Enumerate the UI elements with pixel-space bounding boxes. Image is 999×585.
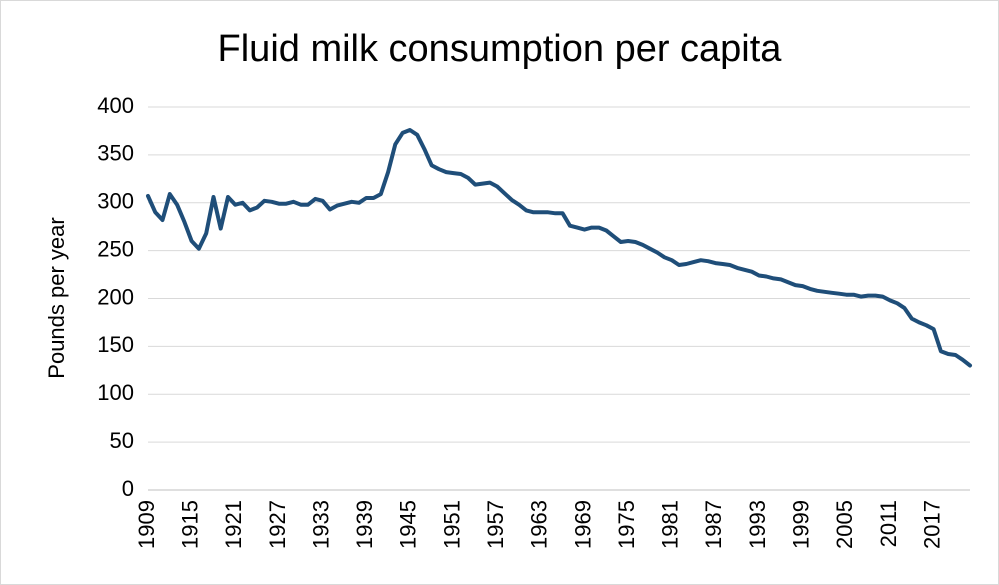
x-tick-label: 1939 xyxy=(352,500,377,549)
x-tick-label: 1921 xyxy=(221,500,246,549)
x-tick-label: 2005 xyxy=(832,500,857,549)
x-tick-label: 1987 xyxy=(701,500,726,549)
x-tick-label: 1993 xyxy=(745,500,770,549)
y-tick-label: 200 xyxy=(97,284,134,309)
y-tick-label: 0 xyxy=(122,476,134,501)
x-tick-label: 1951 xyxy=(439,500,464,549)
y-tick-label: 150 xyxy=(97,332,134,357)
y-tick-label: 250 xyxy=(97,236,134,261)
y-tick-label: 100 xyxy=(97,380,134,405)
y-tick-label: 400 xyxy=(97,93,134,118)
x-tick-label: 1981 xyxy=(658,500,683,549)
y-tick-label: 300 xyxy=(97,189,134,214)
x-tick-label: 1933 xyxy=(308,500,333,549)
series-line-0 xyxy=(146,128,972,368)
x-tick-label: 1945 xyxy=(396,500,421,549)
x-tick-label: 2017 xyxy=(919,500,944,549)
y-tick-label: 50 xyxy=(110,428,134,453)
gridlines xyxy=(148,106,970,491)
x-tick-label: 1969 xyxy=(570,500,595,549)
x-tick-labels: 1909 1915 1921 1927 1933 1939 1945 1951 1957 1963… xyxy=(134,500,945,549)
x-tick-label: 2011 xyxy=(876,500,901,547)
x-tick-label: 1957 xyxy=(483,500,508,549)
x-tick-label: 1975 xyxy=(614,500,639,549)
x-tick-label: 1999 xyxy=(789,500,814,549)
y-axis-label: Pounds per year xyxy=(44,217,69,378)
chart-title: Fluid milk consumption per capita xyxy=(217,28,782,70)
y-tick-label: 350 xyxy=(97,141,134,166)
series-group xyxy=(146,128,972,368)
y-tick-labels: 0 50 100 150 200 250 300 350 400 xyxy=(97,93,134,501)
x-tick-label: 1927 xyxy=(265,500,290,549)
x-tick-label: 1915 xyxy=(177,500,202,549)
x-tick-label: 1963 xyxy=(527,500,552,549)
x-tick-label: 1909 xyxy=(134,500,159,549)
